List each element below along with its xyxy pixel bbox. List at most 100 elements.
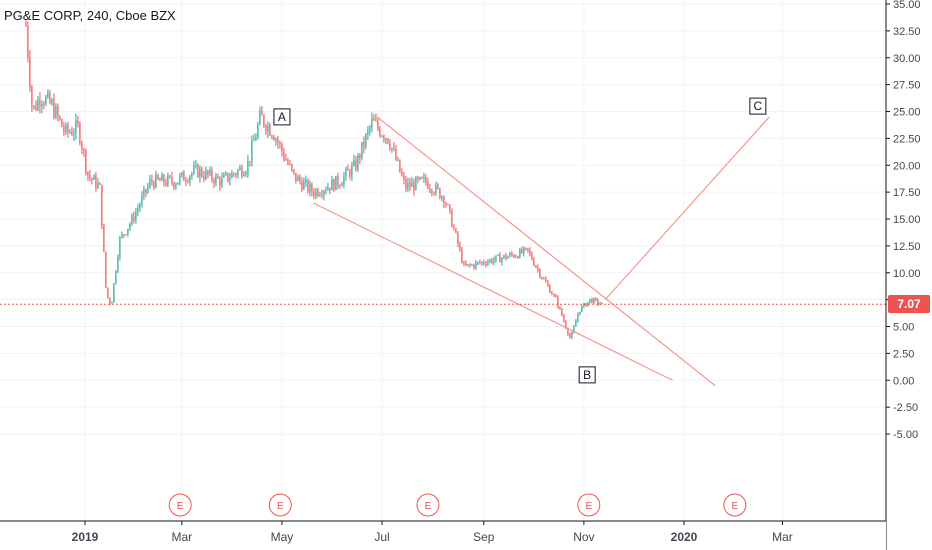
- candle: [495, 255, 497, 263]
- candle: [145, 188, 147, 198]
- time-axis[interactable]: [0, 521, 886, 550]
- wave-label-b[interactable]: B: [578, 366, 596, 384]
- candle: [393, 141, 395, 152]
- candle: [369, 125, 371, 136]
- wave-labels: A B C: [273, 97, 767, 384]
- candle: [381, 134, 383, 138]
- trendlines: [312, 116, 770, 387]
- candle: [367, 126, 369, 140]
- y-tick-label: 2.50: [893, 348, 914, 360]
- earnings-marker[interactable]: E: [723, 493, 747, 517]
- candle: [41, 100, 43, 114]
- candle: [199, 165, 201, 183]
- candle: [297, 174, 299, 182]
- wave-label-c[interactable]: C: [749, 97, 767, 115]
- candle: [213, 177, 215, 189]
- candle: [579, 311, 581, 316]
- candle: [25, 19, 27, 27]
- candle: [473, 263, 475, 270]
- candle: [119, 236, 121, 261]
- candle: [511, 251, 513, 257]
- candle: [227, 172, 229, 183]
- candle: [193, 160, 195, 176]
- svg-text:B: B: [583, 368, 591, 382]
- candle: [521, 246, 523, 254]
- candle: [571, 331, 573, 340]
- candle: [323, 189, 325, 201]
- candle: [133, 211, 135, 224]
- candle: [141, 191, 143, 208]
- candle: [31, 84, 33, 112]
- earnings-marker[interactable]: E: [577, 493, 601, 517]
- candle: [597, 298, 599, 307]
- candle: [209, 166, 211, 177]
- candle: [69, 128, 71, 134]
- candle: [557, 295, 559, 309]
- candle: [319, 192, 321, 197]
- candle: [151, 174, 153, 187]
- trendline-upper-channel[interactable]: [376, 116, 716, 387]
- y-tick-label: 32.50: [893, 26, 921, 38]
- candle: [207, 169, 209, 179]
- candle: [465, 260, 467, 267]
- earnings-marker[interactable]: E: [168, 493, 192, 517]
- candle: [231, 170, 233, 179]
- candle: [251, 135, 253, 167]
- candle: [47, 89, 49, 99]
- earnings-marker[interactable]: E: [268, 493, 292, 517]
- candle: [455, 227, 457, 234]
- candle: [315, 187, 317, 200]
- candle: [331, 175, 333, 191]
- trendline-lower-channel[interactable]: [312, 202, 673, 381]
- candle: [81, 140, 83, 154]
- candle: [101, 184, 103, 229]
- candle: [171, 171, 173, 186]
- candle: [143, 185, 145, 201]
- candle: [551, 290, 553, 295]
- candle: [341, 181, 343, 187]
- candle: [599, 301, 601, 306]
- candle: [45, 94, 47, 106]
- candle: [545, 276, 547, 283]
- candle: [289, 159, 291, 166]
- y-tick-label: 27.50: [893, 80, 921, 92]
- svg-text:C: C: [754, 99, 763, 113]
- candle: [397, 156, 399, 162]
- earnings-marker[interactable]: E: [416, 493, 440, 517]
- candle: [591, 297, 593, 304]
- candle: [159, 177, 161, 182]
- candle: [229, 172, 231, 186]
- candles: [25, 19, 603, 340]
- price-axis[interactable]: [886, 0, 932, 520]
- candle: [257, 121, 259, 140]
- x-tick-label: 2019: [72, 530, 99, 544]
- candle: [73, 128, 75, 141]
- candle: [431, 188, 433, 197]
- candle: [255, 133, 257, 141]
- candle: [577, 312, 579, 323]
- candle: [439, 187, 441, 200]
- candle: [497, 254, 499, 256]
- candle: [409, 177, 411, 191]
- candle: [333, 178, 335, 192]
- candle: [389, 139, 391, 152]
- candle: [271, 134, 273, 140]
- candle: [421, 176, 423, 180]
- wave-label-a[interactable]: A: [273, 108, 291, 126]
- candle: [329, 187, 331, 195]
- candle: [239, 164, 241, 171]
- svg-text:A: A: [278, 110, 286, 124]
- candle: [399, 159, 401, 173]
- trendline-projection[interactable]: [604, 116, 770, 301]
- candle: [117, 254, 119, 274]
- candle: [583, 302, 585, 309]
- candle: [153, 180, 155, 191]
- candle: [301, 177, 303, 193]
- candle: [489, 258, 491, 264]
- candle: [505, 252, 507, 261]
- candle: [235, 172, 237, 179]
- candle: [71, 126, 73, 136]
- candle: [233, 172, 235, 177]
- y-tick-label: 12.50: [893, 241, 921, 253]
